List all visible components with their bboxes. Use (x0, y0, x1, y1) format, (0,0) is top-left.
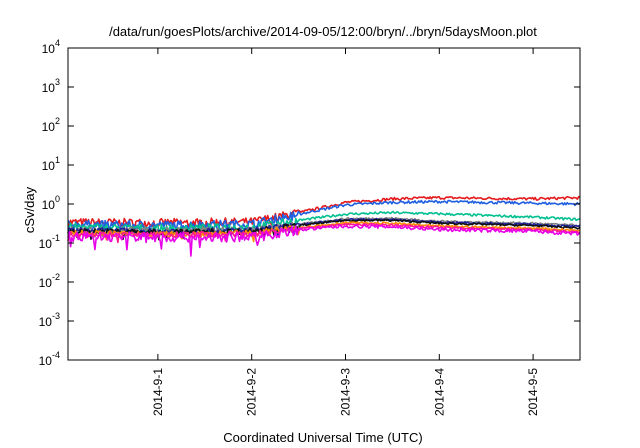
data-series-line (67, 210, 581, 238)
x-axis-label: Coordinated Universal Time (UTC) (223, 430, 422, 445)
y-tick-label: 104 (42, 38, 60, 56)
x-tick-label: 2014-9-1 (151, 368, 165, 416)
x-tick-label: 2014-9-4 (432, 368, 446, 416)
y-tick-label: 103 (42, 77, 60, 95)
data-series-line (67, 223, 581, 257)
y-tick-label: 10-2 (39, 272, 60, 290)
y-axis-label: cSv/day (22, 186, 37, 233)
series-layer (67, 195, 581, 257)
y-tick-label: 10-3 (39, 311, 60, 329)
x-tick-label: 2014-9-2 (245, 368, 259, 416)
x-tick-label: 2014-9-5 (526, 368, 540, 416)
y-tick-label: 100 (42, 194, 60, 212)
data-series-line (67, 199, 581, 235)
x-tick-label: 2014-9-3 (338, 368, 352, 416)
plot-frame (67, 47, 581, 361)
y-tick-label: 102 (42, 116, 60, 134)
chart-title: /data/run/goesPlots/archive/2014-09-05/1… (109, 24, 537, 39)
y-tick-label: 10-4 (39, 350, 60, 368)
data-series-line (67, 218, 581, 241)
y-tick-label: 101 (42, 155, 60, 173)
y-tick-label: 10-1 (39, 233, 60, 251)
